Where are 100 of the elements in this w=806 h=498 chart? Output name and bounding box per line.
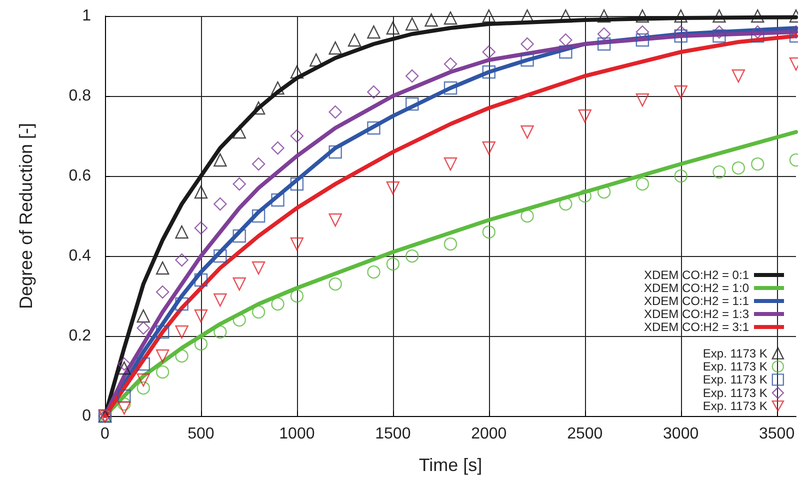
point bbox=[214, 249, 227, 263]
x-axis-title: Time [s] bbox=[418, 455, 482, 475]
point bbox=[290, 129, 304, 143]
point bbox=[444, 81, 458, 95]
point bbox=[290, 177, 304, 191]
x-tick-label: 1500 bbox=[375, 426, 411, 442]
legend-label: XDEM CO:H2 = 3:1 bbox=[644, 320, 750, 334]
point bbox=[156, 285, 170, 299]
point bbox=[482, 9, 496, 23]
point bbox=[290, 289, 304, 303]
point bbox=[636, 33, 650, 47]
point bbox=[232, 313, 246, 327]
point bbox=[232, 125, 246, 139]
point bbox=[597, 27, 611, 41]
point bbox=[214, 325, 227, 339]
point bbox=[578, 189, 592, 203]
point bbox=[175, 253, 188, 267]
point bbox=[348, 33, 362, 47]
point bbox=[712, 25, 726, 39]
point bbox=[559, 45, 572, 59]
point bbox=[367, 85, 380, 99]
point bbox=[136, 381, 150, 395]
point bbox=[674, 169, 688, 183]
point bbox=[194, 309, 208, 323]
point bbox=[252, 261, 266, 275]
point bbox=[328, 277, 342, 291]
point bbox=[328, 41, 342, 55]
point bbox=[520, 125, 534, 139]
point bbox=[674, 9, 688, 23]
legend-label: Exp. 1173 K bbox=[702, 346, 768, 360]
point bbox=[175, 349, 188, 363]
point bbox=[232, 177, 246, 191]
point bbox=[406, 69, 419, 83]
point bbox=[636, 9, 650, 23]
x-tick-label: 0 bbox=[100, 426, 110, 442]
point bbox=[520, 37, 534, 51]
x-tick-label: 2500 bbox=[567, 426, 603, 442]
y-axis-title: Degree of Reduction [-] bbox=[16, 122, 36, 310]
legend-label: Exp. 1173 K bbox=[702, 372, 768, 387]
point bbox=[118, 361, 131, 375]
point bbox=[252, 209, 266, 223]
point bbox=[136, 309, 150, 323]
point bbox=[271, 297, 284, 311]
point bbox=[290, 65, 304, 79]
point bbox=[136, 357, 150, 371]
point bbox=[156, 349, 170, 363]
point bbox=[732, 69, 746, 83]
point bbox=[328, 145, 342, 159]
point bbox=[444, 237, 458, 251]
point bbox=[194, 273, 208, 287]
point bbox=[214, 153, 227, 167]
y-tick-label: 0.2 bbox=[68, 328, 92, 344]
point bbox=[406, 249, 419, 263]
point bbox=[751, 157, 764, 171]
point bbox=[136, 321, 150, 335]
point bbox=[232, 277, 246, 291]
point bbox=[271, 193, 284, 207]
point bbox=[751, 9, 764, 23]
x-tick-label: 3500 bbox=[759, 426, 795, 442]
point bbox=[712, 29, 726, 43]
point bbox=[118, 397, 131, 411]
point bbox=[406, 97, 419, 111]
point bbox=[310, 53, 323, 67]
x-tick-label: 3000 bbox=[663, 426, 699, 442]
legend-label: Exp. 1173 K bbox=[702, 360, 768, 374]
point bbox=[252, 101, 266, 115]
y-tick-label: 0.4 bbox=[68, 248, 92, 264]
point bbox=[290, 237, 304, 251]
legend-label: Exp. 1173 K bbox=[702, 399, 768, 413]
point bbox=[118, 357, 131, 371]
point bbox=[118, 401, 131, 415]
point bbox=[386, 257, 400, 271]
point bbox=[444, 11, 458, 25]
point bbox=[597, 185, 611, 199]
y-tick-label: 0.8 bbox=[68, 88, 92, 104]
point bbox=[751, 25, 764, 39]
point bbox=[194, 337, 208, 351]
legend-label: XDEM CO:H2 = 1:3 bbox=[644, 307, 750, 321]
point bbox=[194, 185, 208, 199]
point bbox=[520, 53, 534, 67]
y-tick-label: 1 bbox=[82, 8, 92, 24]
legend-label: XDEM CO:H2 = 0:1 bbox=[644, 268, 750, 282]
point bbox=[520, 9, 534, 23]
y-tick-label: 0 bbox=[82, 408, 92, 424]
point bbox=[175, 297, 188, 311]
point bbox=[156, 365, 170, 379]
point bbox=[636, 25, 650, 39]
point bbox=[636, 177, 650, 191]
legend-label: XDEM CO:H2 = 1:1 bbox=[644, 294, 750, 308]
point bbox=[271, 141, 284, 155]
point bbox=[712, 9, 726, 23]
point bbox=[482, 141, 496, 155]
point bbox=[386, 21, 400, 35]
point bbox=[367, 25, 380, 39]
point bbox=[214, 293, 227, 307]
point bbox=[674, 25, 688, 39]
point bbox=[232, 229, 246, 243]
point bbox=[751, 29, 764, 43]
point bbox=[712, 165, 726, 179]
point bbox=[636, 93, 650, 107]
